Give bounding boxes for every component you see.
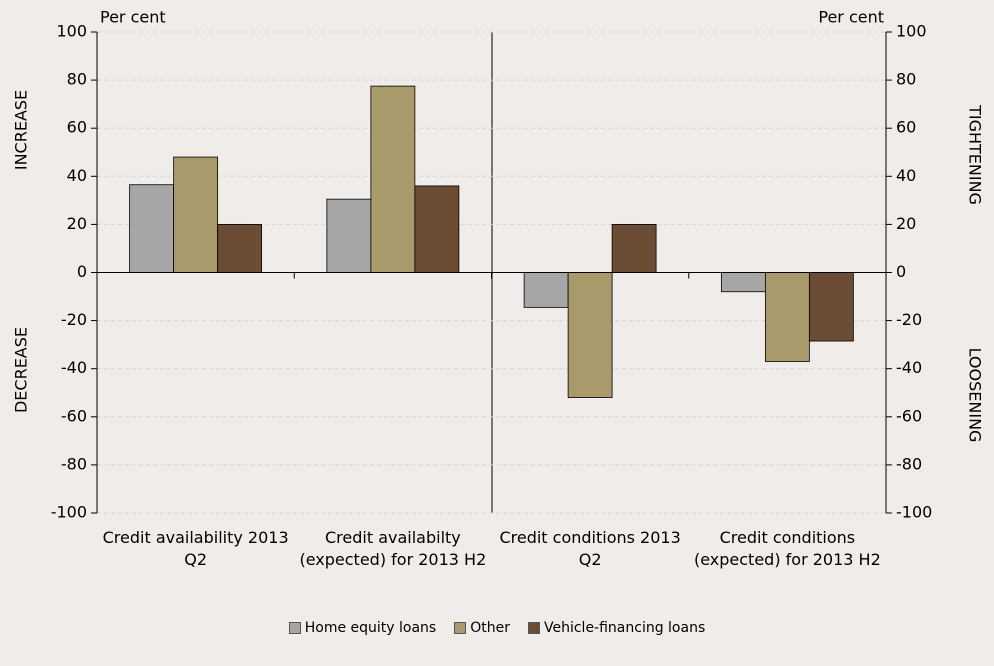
y2-tick-label: -100 [896, 503, 932, 522]
y-tick-label: 60 [67, 118, 87, 137]
bar [173, 156, 219, 273]
legend-swatch [454, 622, 467, 634]
bar [370, 85, 416, 273]
y-tick-label: -80 [61, 454, 87, 473]
bar [567, 272, 613, 398]
annotation: LOOSENING [966, 348, 985, 443]
legend-swatch [527, 622, 540, 634]
annotation: DECREASE [12, 327, 31, 413]
y-tick-label: 100 [56, 22, 87, 41]
annotation: INCREASE [12, 90, 31, 170]
bar [611, 223, 657, 273]
legend-label: Home equity loans [304, 620, 437, 636]
y2-tick-label: 20 [896, 214, 916, 233]
y2-tick-label: -20 [896, 310, 922, 329]
bar [217, 223, 263, 273]
y2-tick-label: 0 [896, 262, 906, 281]
annotation: TIGHTENING [966, 104, 985, 205]
legend-swatch [288, 622, 301, 634]
x-tick-label: Credit conditions 2013 Q2 [499, 528, 681, 569]
legend-item: Vehicle-financing loans [527, 620, 706, 636]
y2-tick-label: -60 [896, 406, 922, 425]
y-tick-label: -60 [61, 406, 87, 425]
legend: Home equity loans Other Vehicle-financing … [0, 620, 994, 636]
y2-tick-label: 60 [896, 118, 916, 137]
y-axis-label: Per cent [100, 8, 166, 27]
bar [764, 272, 810, 362]
bar [414, 185, 460, 273]
y2-tick-label: 100 [896, 22, 927, 41]
bar [720, 272, 766, 293]
y-tick-label: 40 [67, 166, 87, 185]
y-tick-label: 80 [67, 70, 87, 89]
x-tick-label: Credit conditions (expected) for 2013 H2 [693, 528, 881, 569]
legend-label: Vehicle-financing loans [543, 620, 706, 636]
y-tick-label: -100 [51, 503, 87, 522]
y2-axis-label: Per cent [818, 8, 884, 27]
legend-item: Home equity loans [288, 620, 437, 636]
legend-item: Other [454, 620, 510, 636]
y2-tick-label: -40 [896, 358, 922, 377]
y2-tick-label: 80 [896, 70, 916, 89]
bar [129, 184, 175, 273]
x-tick-label: Credit availabilty (expected) for 2013 H… [299, 528, 487, 569]
y-tick-label: 0 [77, 262, 87, 281]
y-tick-label: 20 [67, 214, 87, 233]
y2-tick-label: 40 [896, 166, 916, 185]
bar [326, 198, 372, 273]
x-tick-label: Credit availability 2013 Q2 [102, 528, 289, 569]
bar [523, 272, 569, 308]
y-tick-label: -40 [61, 358, 87, 377]
y2-tick-label: -80 [896, 454, 922, 473]
y-tick-label: -20 [61, 310, 87, 329]
bar [808, 272, 854, 342]
legend-label: Other [470, 620, 510, 636]
